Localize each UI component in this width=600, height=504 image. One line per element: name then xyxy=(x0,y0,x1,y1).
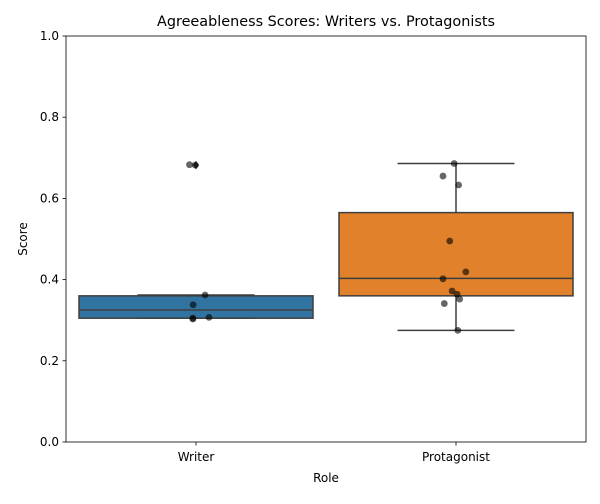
x-axis-label: Role xyxy=(313,471,339,485)
data-point xyxy=(189,301,197,309)
y-tick-label: 0.6 xyxy=(40,191,59,205)
data-point xyxy=(454,326,462,334)
data-point xyxy=(462,268,470,276)
chart-title: Agreeableness Scores: Writers vs. Protag… xyxy=(157,14,495,30)
data-point xyxy=(450,160,458,167)
x-axis: Writer Protagonist xyxy=(178,442,490,464)
plot-content xyxy=(78,160,574,334)
x-tick-label: Protagonist xyxy=(422,450,490,464)
y-tick-label: 0.4 xyxy=(40,273,59,287)
box-group-writer xyxy=(78,160,314,323)
data-point xyxy=(201,291,209,299)
x-tick-label: Writer xyxy=(178,450,215,464)
data-point xyxy=(205,313,213,321)
box-group-protagonist xyxy=(338,160,574,334)
data-point xyxy=(439,172,447,180)
data-point xyxy=(439,275,447,283)
axes-frame xyxy=(65,35,587,443)
box-iqr xyxy=(338,211,574,297)
y-axis-label: Score xyxy=(16,222,30,256)
y-tick-label: 0.2 xyxy=(40,354,59,368)
data-point xyxy=(189,315,197,323)
y-axis: 0.0 0.2 0.4 0.6 0.8 1.0 xyxy=(40,29,66,449)
y-tick-label: 1.0 xyxy=(40,29,59,43)
data-point xyxy=(448,287,456,295)
data-point xyxy=(446,237,454,245)
box-iqr xyxy=(78,295,314,319)
y-tick-label: 0.8 xyxy=(40,110,59,124)
data-point xyxy=(440,300,448,307)
y-tick-label: 0.0 xyxy=(40,435,59,449)
data-point xyxy=(191,161,199,169)
data-point xyxy=(186,161,193,169)
data-point xyxy=(456,295,464,303)
data-point xyxy=(455,181,462,189)
